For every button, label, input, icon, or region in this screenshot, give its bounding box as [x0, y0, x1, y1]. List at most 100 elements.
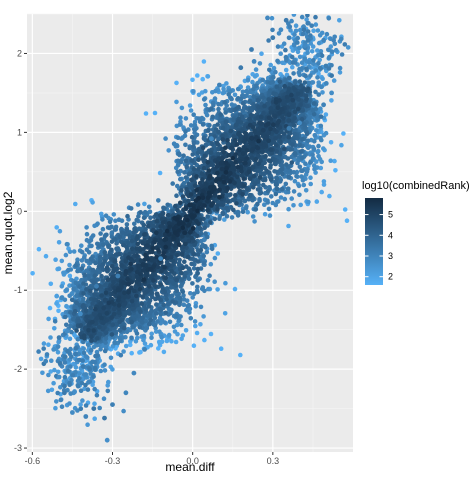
- data-point: [286, 206, 291, 212]
- data-point: [292, 150, 298, 156]
- data-point: [342, 42, 348, 47]
- data-point: [67, 293, 72, 299]
- data-point: [247, 116, 252, 122]
- data-point: [295, 91, 301, 97]
- data-point: [280, 60, 285, 66]
- data-point: [161, 349, 167, 355]
- data-point: [178, 176, 183, 182]
- data-point: [189, 158, 195, 163]
- data-point: [278, 51, 284, 56]
- data-point: [68, 391, 73, 396]
- data-point: [124, 329, 130, 335]
- data-point: [306, 38, 311, 43]
- data-point: [321, 179, 327, 184]
- data-point: [65, 387, 70, 393]
- data-point: [185, 274, 191, 279]
- data-point: [179, 252, 185, 257]
- data-point: [137, 350, 142, 355]
- data-point: [272, 169, 277, 174]
- data-point: [141, 333, 147, 339]
- data-point: [68, 310, 73, 315]
- data-point: [309, 120, 314, 126]
- data-point: [291, 203, 296, 208]
- data-point: [292, 131, 298, 137]
- data-point: [66, 267, 71, 273]
- data-point: [283, 54, 289, 60]
- data-point: [165, 202, 170, 208]
- data-point: [83, 382, 88, 388]
- data-point: [190, 281, 195, 286]
- data-point: [156, 198, 161, 203]
- data-point: [177, 299, 183, 305]
- data-point: [182, 259, 187, 265]
- data-point: [323, 63, 329, 69]
- data-point: [194, 330, 200, 336]
- data-point: [331, 78, 337, 83]
- data-point: [179, 322, 184, 328]
- data-point: [271, 65, 277, 71]
- data-point: [106, 243, 112, 248]
- data-point: [177, 122, 183, 127]
- data-point: [174, 80, 179, 86]
- data-point: [313, 89, 318, 95]
- data-point: [104, 232, 109, 238]
- data-point: [207, 273, 212, 279]
- data-point: [332, 158, 337, 164]
- data-point: [232, 286, 238, 292]
- data-point: [70, 373, 76, 378]
- data-point: [133, 314, 138, 319]
- data-point: [71, 317, 76, 322]
- data-point: [139, 301, 145, 306]
- data-point: [143, 227, 148, 232]
- data-point: [92, 359, 98, 365]
- data-point: [83, 403, 89, 408]
- data-point: [208, 150, 214, 155]
- data-point: [313, 14, 318, 20]
- data-point: [291, 71, 296, 76]
- data-point: [305, 50, 310, 55]
- data-point: [73, 365, 79, 370]
- data-point: [332, 34, 338, 40]
- data-point: [86, 273, 92, 279]
- data-point: [329, 63, 334, 68]
- data-point: [147, 284, 152, 289]
- data-point: [81, 255, 87, 260]
- data-point: [268, 80, 273, 85]
- data-point: [189, 134, 195, 140]
- data-point: [311, 58, 316, 63]
- data-point: [200, 76, 205, 82]
- data-point: [313, 22, 319, 27]
- data-point: [192, 127, 198, 133]
- data-point: [48, 281, 54, 287]
- data-point: [57, 361, 63, 366]
- data-point: [41, 346, 46, 351]
- data-point: [153, 329, 159, 334]
- data-point: [99, 237, 104, 242]
- data-point: [299, 83, 304, 88]
- data-point: [63, 354, 68, 360]
- data-point: [293, 79, 298, 85]
- data-point: [76, 351, 82, 357]
- data-point: [102, 259, 107, 264]
- data-point: [64, 322, 69, 328]
- data-point: [179, 105, 185, 111]
- data-point: [304, 96, 309, 102]
- data-point: [215, 207, 220, 212]
- data-point: [212, 130, 217, 136]
- data-point: [183, 129, 188, 134]
- data-point: [302, 80, 308, 85]
- data-point: [45, 388, 51, 394]
- data-point: [86, 250, 92, 255]
- data-point: [223, 119, 229, 125]
- data-point: [252, 74, 258, 79]
- data-point: [54, 293, 60, 299]
- data-point: [77, 376, 82, 381]
- data-point: [302, 56, 308, 62]
- data-point: [188, 291, 193, 296]
- data-point: [181, 293, 186, 298]
- data-point: [102, 362, 107, 368]
- data-point: [289, 54, 295, 60]
- data-point: [155, 319, 161, 324]
- data-point: [216, 106, 221, 112]
- data-point: [269, 15, 275, 21]
